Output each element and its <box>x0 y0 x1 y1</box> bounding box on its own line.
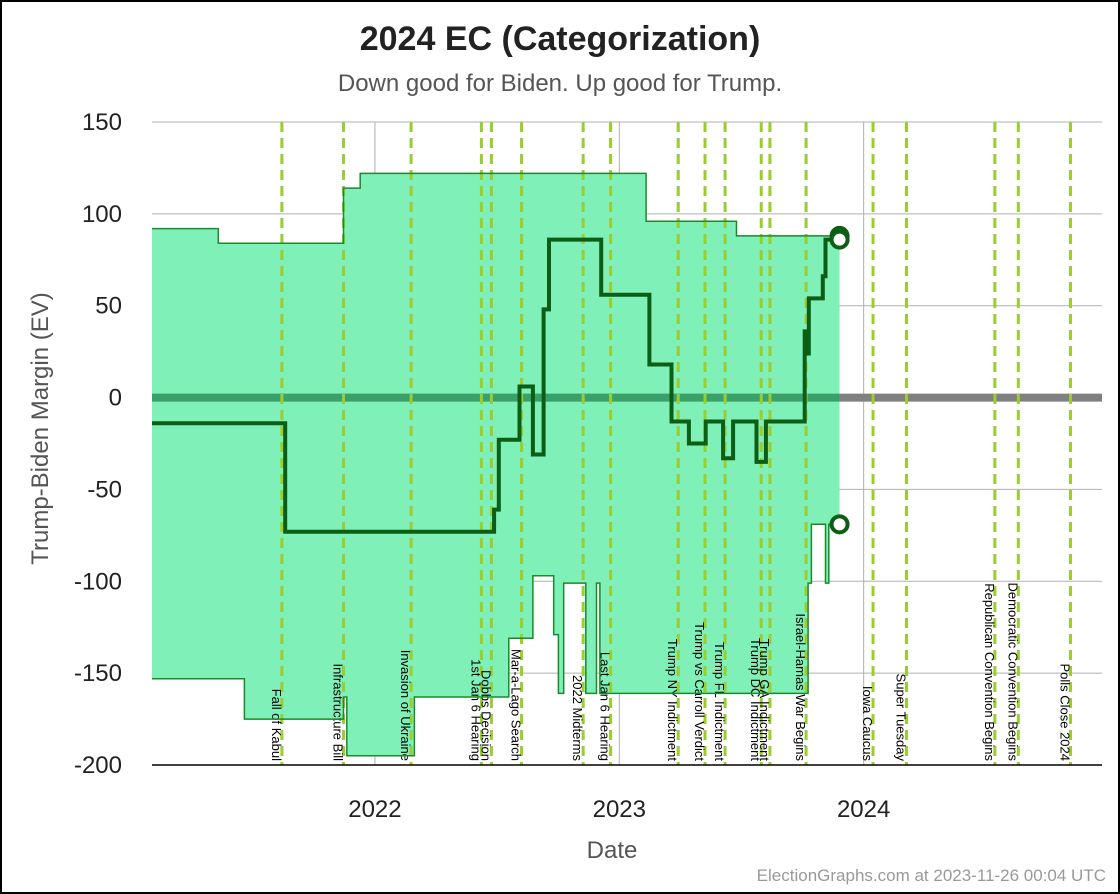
endpoint-markers <box>829 225 850 535</box>
event-label: Infrastructure Bill <box>330 663 345 761</box>
y-tick-label: -50 <box>87 476 122 503</box>
event-label: Trump NY Indictment <box>665 639 680 761</box>
y-tick-label: -100 <box>74 568 122 595</box>
event-label: Super Tuesday <box>894 674 909 762</box>
y-axis-label: Trump-Biden Margin (EV) <box>27 292 54 565</box>
endpoint-marker <box>829 229 850 250</box>
y-tick-label: 0 <box>109 385 122 412</box>
y-tick-label: 50 <box>95 293 122 320</box>
y-tick-label: -150 <box>74 660 122 687</box>
range-band-area <box>152 173 840 756</box>
event-lines: Fall of Kabul Infrastructure Bill Invasion… <box>269 122 1073 765</box>
axes: 150 100 50 0 -50 -100 -150 -200 2022 2023 2024 Date… <box>27 109 1102 864</box>
center-line <box>152 237 840 534</box>
y-tick-label: 150 <box>82 109 122 136</box>
chart-subtitle: Down good for Biden. Up good for Trump. <box>337 70 783 97</box>
y-tick-label: -200 <box>74 752 122 779</box>
event-label: Iowa Caucus <box>860 686 875 762</box>
event-label: Republican Convention Begins <box>982 583 997 761</box>
event-label: Invasion of Ukraine <box>398 650 413 761</box>
range-band <box>152 173 840 756</box>
event-label: Mar-a-Lago Search <box>509 649 524 761</box>
event-label: Dobbs Decision <box>478 670 493 761</box>
x-tick-label: 2022 <box>348 796 401 823</box>
x-axis-label: Date <box>587 837 638 864</box>
series-lines <box>152 172 840 757</box>
event-label: 1st Jan 6 Hearing <box>468 659 483 761</box>
event-label: Israel-Hamas War Begins <box>793 613 808 761</box>
upper-bound-line <box>152 172 840 245</box>
event-label: Democratic Convention Begins <box>1005 583 1020 762</box>
event-label: 2022 Midterms <box>570 675 585 761</box>
chart-title: 2024 EC (Categorization) <box>359 20 761 58</box>
y-tick-label: 100 <box>82 201 122 228</box>
event-label: Fall of Kabul <box>269 689 284 761</box>
event-label: Trump GA Indictment <box>757 639 772 762</box>
event-label: Polls Close 2024 <box>1058 663 1073 761</box>
event-label: Last Jan 6 Hearing <box>598 652 613 761</box>
endpoint-marker <box>829 514 850 535</box>
x-tick-label: 2024 <box>837 796 890 823</box>
event-label: Trump FL Indictment <box>712 642 727 761</box>
credit-text: ElectionGraphs.com at 2023-11-26 00:04 U… <box>756 866 1106 885</box>
event-label: Trump DC Indictment <box>748 638 763 761</box>
x-tick-label: 2023 <box>593 796 646 823</box>
event-label: Trump vs Carroll Verdict <box>692 622 707 761</box>
lower-bound-line <box>152 523 840 757</box>
